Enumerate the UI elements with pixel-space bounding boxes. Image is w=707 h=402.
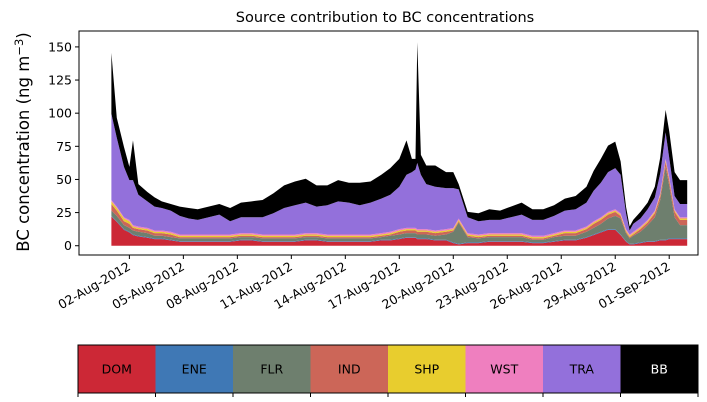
legend-label-ene: ENE [182,362,207,377]
plot-frame [78,30,699,256]
y-axis-label-close: ) [14,32,33,38]
chart-title: Source contribution to BC concentrations [236,10,534,26]
stacked-areas [111,42,688,246]
y-tick-label: 25 [56,205,72,220]
x-axis: 02-Aug-201205-Aug-201208-Aug-201211-Aug-… [55,255,673,312]
legend-label-bb: BB [651,362,668,377]
legend-swatch-flr [233,345,311,393]
y-tick-label: 75 [56,139,72,154]
legend-label-ind: IND [338,362,361,377]
legend-swatch-ind [310,345,389,393]
legend-swatch-bb [620,345,699,393]
legend-label-shp: SHP [414,362,439,377]
legend-swatch-shp [388,345,466,393]
y-tick-label: 0 [64,238,72,253]
y-axis-label-superscript: −3 [12,39,26,56]
colorbar-frame [77,344,699,394]
y-tick-label: 50 [56,172,72,187]
legend-label-tra: TRA [569,362,595,377]
y-tick-label: 100 [48,106,72,121]
legend-label-wst: WST [490,362,518,377]
legend-label-flr: FLR [260,362,283,377]
y-tick-label: 150 [48,39,72,54]
area-tra [111,113,688,236]
legend-swatch-wst [465,345,544,393]
legend-swatch-ene [155,345,234,393]
y-axis-label: BC concentration (ng m−3) [12,32,33,251]
area-ene [111,215,688,245]
y-axis-label-main: BC concentration (ng m [14,56,33,252]
area-dom [111,216,688,246]
legend-swatch-dom [78,345,156,393]
legend-colorbar: DOM ENE FLR IND SHP WST TRA BB [77,344,699,397]
legend-label-dom: DOM [102,362,132,377]
y-axis: 0 25 50 75 100 125 150 [48,39,79,253]
legend-swatch-tra [543,345,621,393]
y-tick-label: 125 [48,73,72,88]
